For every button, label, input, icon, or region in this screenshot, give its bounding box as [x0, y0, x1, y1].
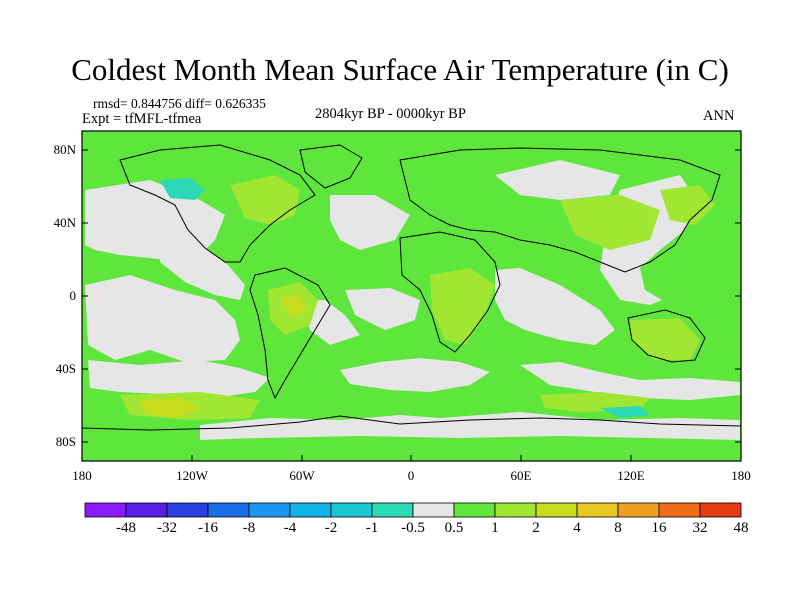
- colorbar-label: -32: [157, 520, 177, 536]
- x-tick-180-right: 180: [731, 468, 751, 483]
- season-label: ANN: [703, 108, 735, 124]
- x-tick-120w: 120W: [176, 468, 208, 483]
- colorbar-label: 1: [491, 520, 499, 536]
- temperature-anomaly-field: [82, 131, 741, 461]
- colorbar-label: -0.5: [401, 520, 425, 536]
- colorbar-label: 8: [614, 520, 622, 536]
- coastline-antarctica: [82, 415, 741, 431]
- colorbar-label: 16: [651, 520, 667, 536]
- y-tick-80n: 80N: [53, 142, 76, 157]
- neutral-region-north-atlantic: [330, 195, 410, 250]
- colorbar-label: -1: [365, 520, 379, 536]
- colorbar-label: 32: [692, 520, 708, 536]
- neutral-region-southern-ocean-east: [520, 362, 740, 400]
- neutral-region-north-pacific: [85, 180, 225, 262]
- colorbar-swatch: [289, 502, 332, 518]
- hot-spot-south-america: [280, 295, 306, 318]
- neutral-region-southern-ocean-west: [88, 360, 270, 398]
- y-tick-80s: 80S: [55, 434, 76, 449]
- colorbar-swatch: [699, 502, 742, 518]
- neutral-region-arctic: [495, 160, 620, 200]
- colorbar-swatch: [248, 502, 291, 518]
- colorbar-label: 2: [532, 520, 540, 536]
- y-tick-40s: 40S: [55, 361, 76, 376]
- coastline-africa: [399, 231, 501, 353]
- warm-region-africa: [430, 268, 495, 345]
- colorbar-swatch: [166, 502, 209, 518]
- warm-region-north-america: [230, 175, 300, 225]
- x-tick-180-left: 180: [72, 468, 92, 483]
- neutral-region-south-atlantic: [300, 300, 360, 345]
- warm-region-australia: [630, 318, 700, 360]
- neutral-region-tropical-pacific: [85, 275, 240, 362]
- rmsd-diff-stats: rmsd= 0.844756 diff= 0.626335: [93, 96, 266, 111]
- colorbar-swatch: [207, 502, 250, 518]
- colorbar-swatch: [658, 502, 701, 518]
- x-tick-60w: 60W: [289, 468, 315, 483]
- colorbar-label: 0.5: [444, 520, 464, 536]
- colorbar-label: -4: [283, 520, 297, 536]
- coastline-australia: [627, 309, 706, 363]
- colorbar-swatch: [576, 502, 619, 518]
- x-tick-60e: 60E: [510, 468, 532, 483]
- cool-region-hudson-bay: [160, 178, 205, 200]
- warm-region-east-asia: [660, 185, 715, 225]
- colorbar-swatch: [535, 502, 578, 518]
- neutral-region-tropical-atlantic: [345, 288, 420, 330]
- colorbar-swatch: [330, 502, 373, 518]
- coastline-north-america: [119, 144, 316, 263]
- colorbar-label: 48: [733, 520, 749, 536]
- period-label: 2804kyr BP - 0000kyr BP: [315, 106, 466, 122]
- neutral-region-indian-ocean: [495, 268, 615, 345]
- neutral-region-antarctic-coast: [200, 412, 740, 440]
- colorbar-swatch: [371, 502, 414, 518]
- y-tick-0: 0: [69, 288, 77, 303]
- neutral-region-east-pacific: [160, 235, 245, 300]
- x-tick-120e: 120E: [617, 468, 645, 483]
- coastline-greenland: [299, 144, 363, 189]
- y-tick-40n: 40N: [53, 215, 76, 230]
- colorbar-swatch: [84, 502, 127, 518]
- coastline-eurasia: [399, 147, 721, 273]
- colorbar-swatch: [494, 502, 537, 518]
- neutral-region-southern-ocean-atlantic: [340, 358, 490, 392]
- colorbar-swatch: [125, 502, 168, 518]
- figure-title: Coldest Month Mean Surface Air Temperatu…: [71, 52, 729, 87]
- colorbar-label: -2: [324, 520, 338, 536]
- hot-spot-south-pacific: [140, 398, 200, 418]
- colorbar: [84, 502, 742, 518]
- colorbar-swatch: [412, 502, 455, 518]
- experiment-label: Expt = tfMFL-tfmea: [82, 111, 202, 127]
- x-tick-0: 0: [407, 468, 415, 483]
- colorbar-swatch: [453, 502, 496, 518]
- cool-region-weddell-sea: [600, 406, 650, 418]
- colorbar-label: -48: [116, 520, 136, 536]
- axis-ticks: [81, 149, 742, 461]
- colorbar-label: -16: [198, 520, 218, 536]
- colorbar-swatch: [617, 502, 660, 518]
- colorbar-label: 4: [573, 520, 581, 536]
- coastline-south-america: [249, 267, 331, 400]
- warm-region-asia: [560, 195, 660, 250]
- colorbar-label: -8: [242, 520, 256, 536]
